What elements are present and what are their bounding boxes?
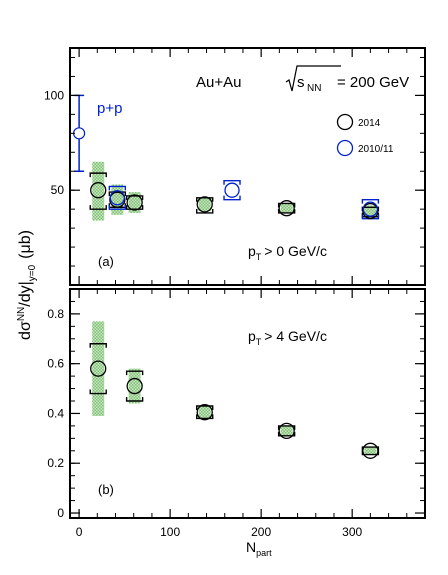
system-root-sub: NN — [307, 83, 321, 94]
uncertainty-band — [128, 192, 141, 213]
sys-bracket-2010 — [108, 185, 127, 210]
uncertainty-band — [364, 447, 377, 455]
sqrt-sign — [285, 65, 341, 92]
sys-bracket-2010 — [223, 180, 241, 201]
panel-b-condition: pT > 4 GeV/c — [248, 328, 327, 347]
marker-2014 — [90, 360, 107, 377]
marker-2014 — [362, 442, 379, 459]
sys-bracket-2014 — [125, 195, 144, 210]
x-tick-label: 300 — [342, 525, 362, 539]
legend-2014-marker — [336, 113, 354, 131]
uncertainty-band — [92, 161, 105, 221]
y-tick-label: 0.6 — [47, 357, 64, 371]
data-markers — [73, 127, 379, 459]
uncertainty-band — [364, 205, 377, 217]
y-tick-label: 0.4 — [47, 406, 64, 420]
uncertainty-band — [198, 197, 211, 212]
pp-marker — [73, 127, 86, 140]
y-tick-label: 0.2 — [47, 456, 64, 470]
uncertainty-band — [111, 184, 124, 215]
y-axis-title: dσNN/dy|y=0(μb) — [16, 230, 38, 340]
system-root: s — [297, 74, 305, 91]
legend-2014-label: 2014 — [358, 118, 381, 129]
pp-label: p+p — [97, 100, 122, 117]
uncertainty-band — [128, 368, 141, 404]
sys-bracket-2014 — [125, 370, 144, 402]
sys-bracket-2014 — [361, 446, 380, 456]
systematic-brackets — [74, 94, 380, 456]
panel-a-label: (a) — [98, 254, 114, 269]
panel-b-frame — [69, 288, 426, 519]
marker-2010 — [362, 201, 379, 217]
system-energy: = 200 GeV — [337, 74, 409, 91]
uncertainty-band — [280, 203, 293, 213]
marker-2014 — [196, 404, 213, 421]
uncertainty-band — [92, 321, 105, 416]
x-axis-title: Npart — [246, 539, 272, 558]
legend-2010-label: 2010/11 — [358, 144, 394, 155]
marker-2014 — [90, 182, 107, 199]
marker-2014 — [278, 422, 295, 440]
marker-2014 — [126, 377, 143, 395]
uncertainty-band — [280, 425, 293, 436]
panel-a-frame — [69, 47, 426, 286]
sys-bracket-2014 — [89, 343, 107, 395]
x-tick-label: 0 — [76, 525, 83, 539]
sys-bracket-2014 — [277, 202, 296, 214]
marker-2010 — [109, 190, 125, 206]
x-tick-label: 200 — [251, 525, 271, 539]
marker-2014 — [196, 196, 213, 213]
systematic-bands — [92, 161, 377, 455]
marker-2014 — [278, 200, 295, 217]
panel-b-label: (b) — [98, 482, 114, 497]
sys-bracket-2014 — [196, 197, 214, 214]
marker-2014 — [362, 202, 379, 220]
axis-ticks: 0 100 200 300 50 100 0 0.2 0.4 0.6 0.8 — [44, 48, 425, 539]
uncertainty-band — [198, 405, 211, 419]
sys-bracket-2014 — [89, 172, 107, 210]
marker-2010 — [224, 182, 240, 198]
y-tick-label: 100 — [44, 88, 64, 102]
system-label: Au+Au — [196, 74, 241, 91]
marker-2014 — [126, 194, 143, 211]
marker-2014 — [109, 191, 126, 208]
legend-2010-marker — [336, 139, 354, 157]
y-tick-label: 50 — [51, 183, 65, 197]
x-tick-label: 100 — [160, 525, 180, 539]
sys-bracket-2014 — [196, 405, 214, 420]
y-tick-label: 0.8 — [47, 307, 64, 321]
sys-bracket-2014 — [277, 425, 296, 437]
panel-a-condition: pT > 0 GeV/c — [248, 243, 327, 262]
y-tick-label: 0 — [57, 506, 64, 520]
